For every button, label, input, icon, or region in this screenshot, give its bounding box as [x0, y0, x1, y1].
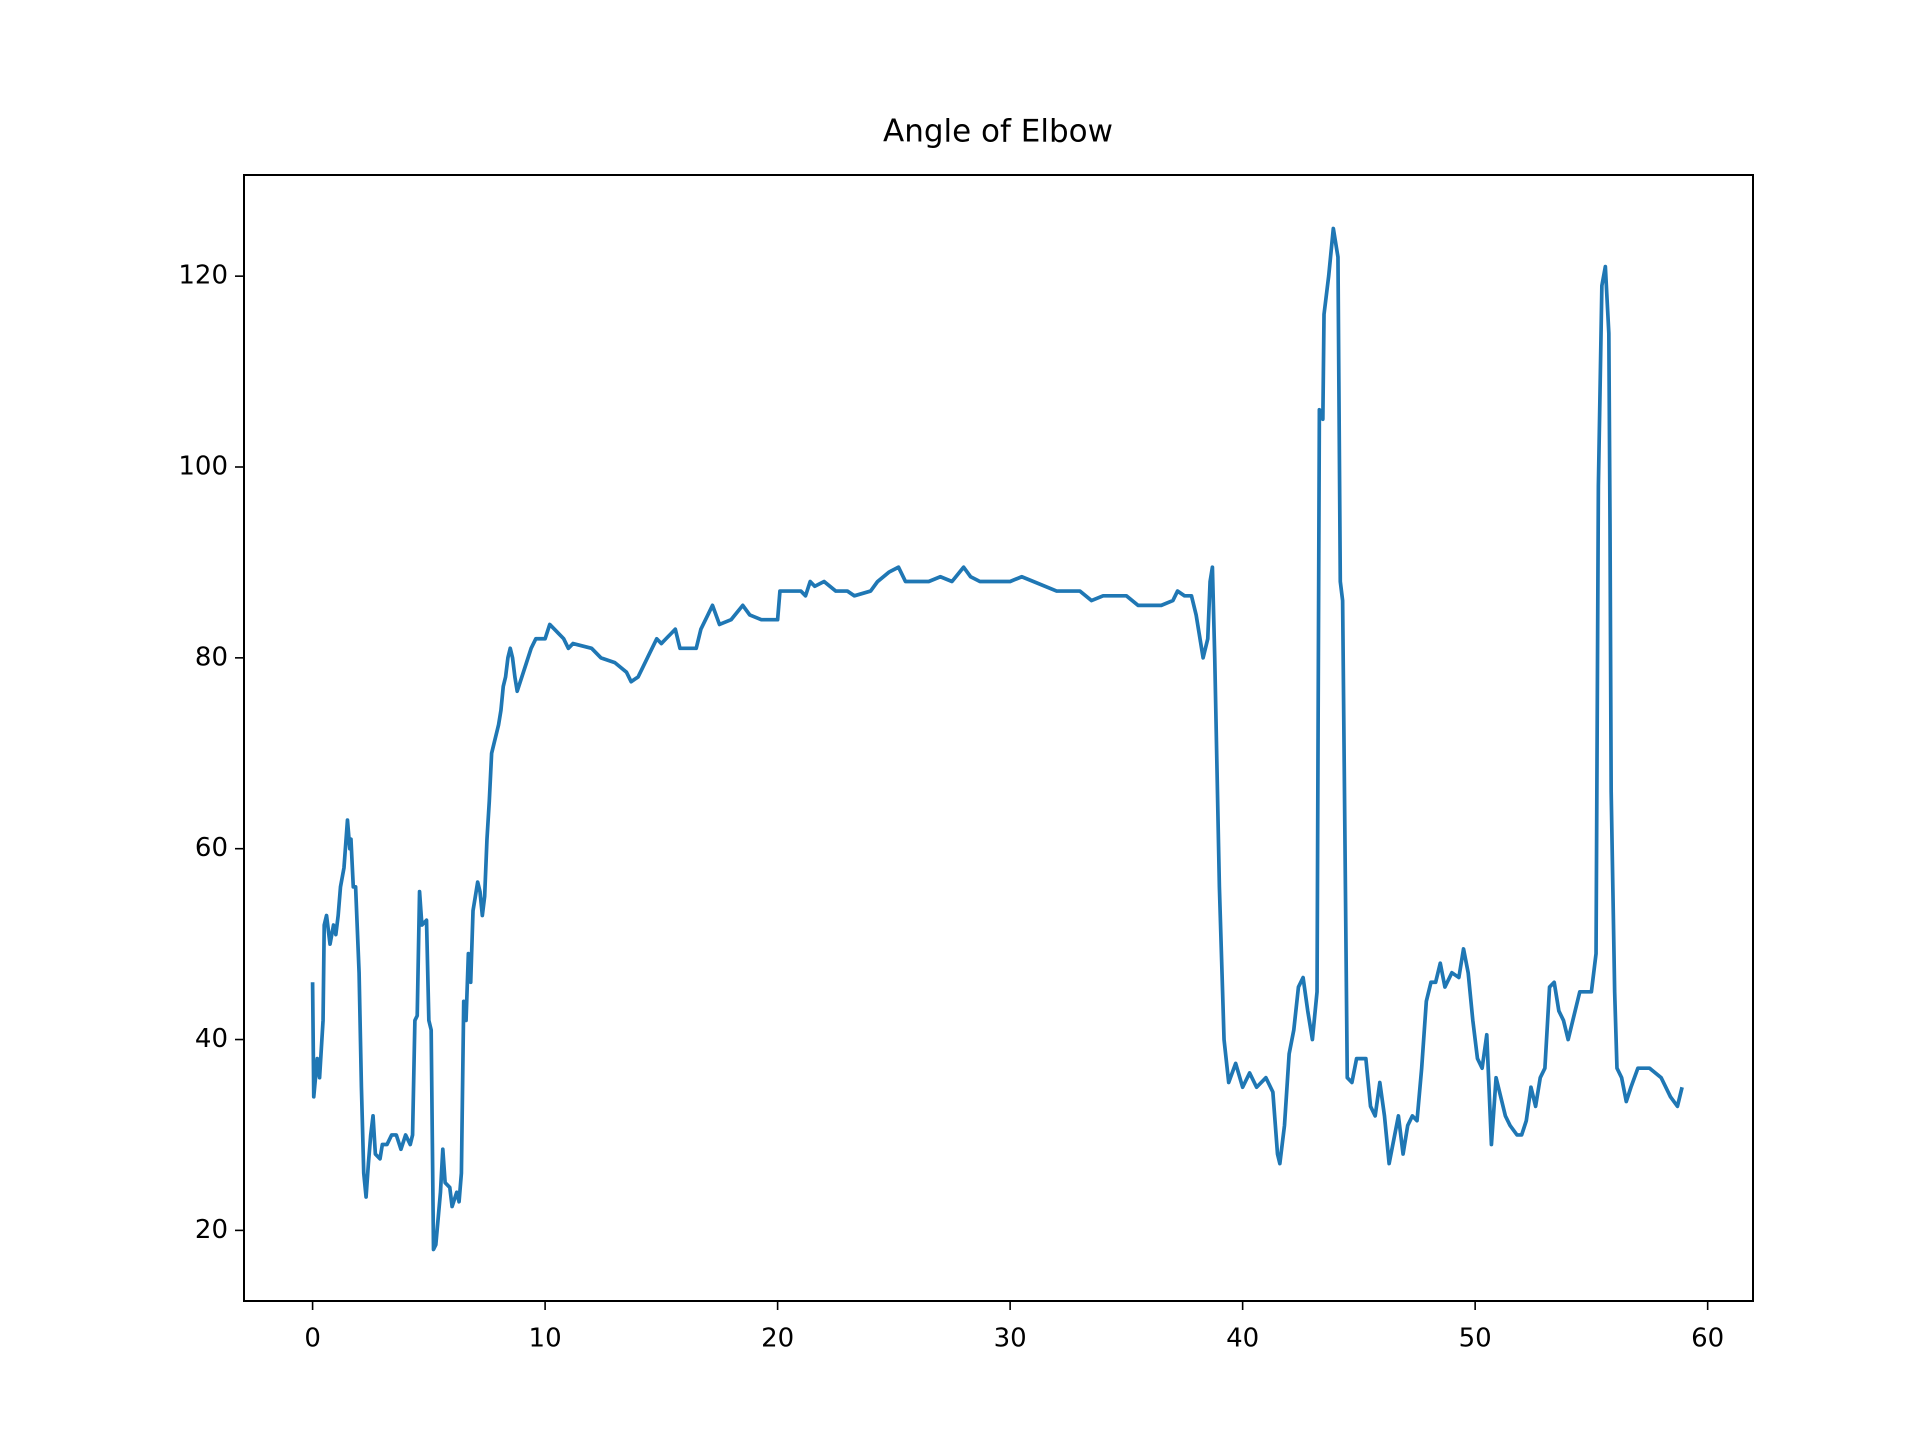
chart-title: Angle of Elbow [883, 114, 1113, 150]
y-tick-label: 120 [178, 261, 228, 291]
x-tick-label: 50 [1459, 1324, 1492, 1354]
x-tick-label: 20 [761, 1324, 794, 1354]
x-tick-label: 0 [304, 1324, 321, 1354]
y-tick-label: 20 [195, 1215, 228, 1245]
x-tick-label: 30 [994, 1324, 1027, 1354]
plot-frame [243, 174, 1754, 1302]
x-tick-label: 60 [1691, 1324, 1724, 1354]
y-tick-label: 80 [195, 642, 228, 672]
x-tick-label: 40 [1226, 1324, 1259, 1354]
x-tick-label: 10 [529, 1324, 562, 1354]
data-line [310, 226, 1684, 1252]
y-tick-label: 60 [195, 833, 228, 863]
y-tick-label: 100 [178, 451, 228, 481]
y-tick-label: 40 [195, 1024, 228, 1054]
